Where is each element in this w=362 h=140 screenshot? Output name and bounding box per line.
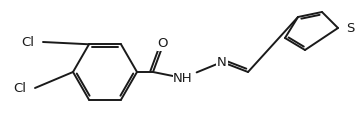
- Text: Cl: Cl: [21, 36, 34, 48]
- Text: O: O: [158, 37, 168, 50]
- Text: Cl: Cl: [13, 81, 26, 94]
- Text: NH: NH: [173, 72, 193, 85]
- Text: S: S: [346, 22, 354, 34]
- Text: N: N: [217, 55, 227, 68]
